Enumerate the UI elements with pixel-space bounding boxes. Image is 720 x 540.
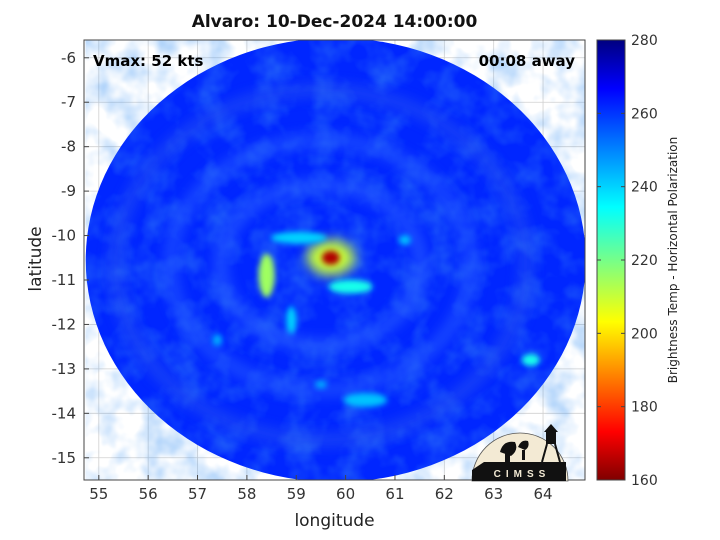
feature-far-east-cell [521, 354, 540, 366]
feature-southern-fragment [286, 306, 297, 334]
y-tick-label: -12 [52, 315, 77, 333]
x-tick-label: 62 [435, 485, 454, 503]
rain-band [213, 178, 428, 352]
colorbar-label: Brightness Temp - Horizontal Polarizatio… [666, 136, 680, 384]
x-tick-label: 56 [139, 485, 158, 503]
x-tick-label: 64 [533, 485, 552, 503]
x-tick-label: 61 [385, 485, 404, 503]
chart-title: Alvaro: 10-Dec-2024 14:00:00 [191, 12, 478, 32]
feature-southwest-cell [212, 334, 223, 346]
x-tick-label: 63 [484, 485, 503, 503]
feature-west-band [258, 253, 275, 298]
y-tick-label: -11 [52, 271, 77, 289]
rain-band [163, 133, 478, 397]
time-offset-label: 00:08 away [478, 52, 575, 70]
colorbar-ticks: 280 260 240 220 200 180 160 [597, 33, 658, 489]
y-tick-label: -6 [61, 49, 76, 67]
colorbar-tick-label: 200 [631, 326, 658, 342]
cimss-logo: CIMSS [471, 424, 569, 482]
logo-text: CIMSS [494, 469, 551, 480]
y-tick-label: -10 [52, 227, 77, 245]
colorbar-tick-label: 280 [631, 33, 658, 49]
feature-east-cell [398, 235, 411, 245]
y-tick-label: -8 [61, 138, 76, 156]
colorbar-tick-label: 160 [631, 473, 658, 489]
colorbar-tick-label: 220 [631, 253, 658, 269]
vmax-label: Vmax: 52 kts [93, 52, 204, 70]
x-tick-label: 58 [237, 485, 256, 503]
y-tick-label: -7 [61, 93, 76, 111]
y-axis-label: latitude [26, 226, 46, 292]
colorbar-tick-label: 260 [631, 106, 658, 122]
y-tick-label: -14 [52, 404, 77, 422]
y-tick-label: -9 [61, 182, 76, 200]
y-axis: -6 -7 -8 -9 -10 -11 -12 -13 -14 -15 [52, 49, 89, 467]
feature-eye [321, 250, 340, 265]
feature-southeast-arc [328, 279, 373, 294]
x-tick-label: 55 [89, 485, 108, 503]
feature-south-band [343, 393, 388, 407]
x-tick-label: 57 [188, 485, 207, 503]
colorbar-tick-label: 180 [631, 400, 658, 416]
y-tick-label: -15 [52, 449, 77, 467]
rain-band [108, 83, 533, 447]
x-tick-label: 59 [287, 485, 306, 503]
x-axis-label: longitude [294, 511, 375, 531]
colorbar-tick-label: 240 [631, 180, 658, 196]
feature-south-cell [314, 380, 327, 389]
feature-northwest-arc [270, 231, 327, 244]
colorbar [596, 39, 626, 481]
rain-bands [108, 83, 533, 447]
x-tick-label: 60 [336, 485, 355, 503]
y-tick-label: -13 [52, 360, 77, 378]
plot-frame [83, 39, 586, 481]
storm-features [212, 231, 540, 407]
